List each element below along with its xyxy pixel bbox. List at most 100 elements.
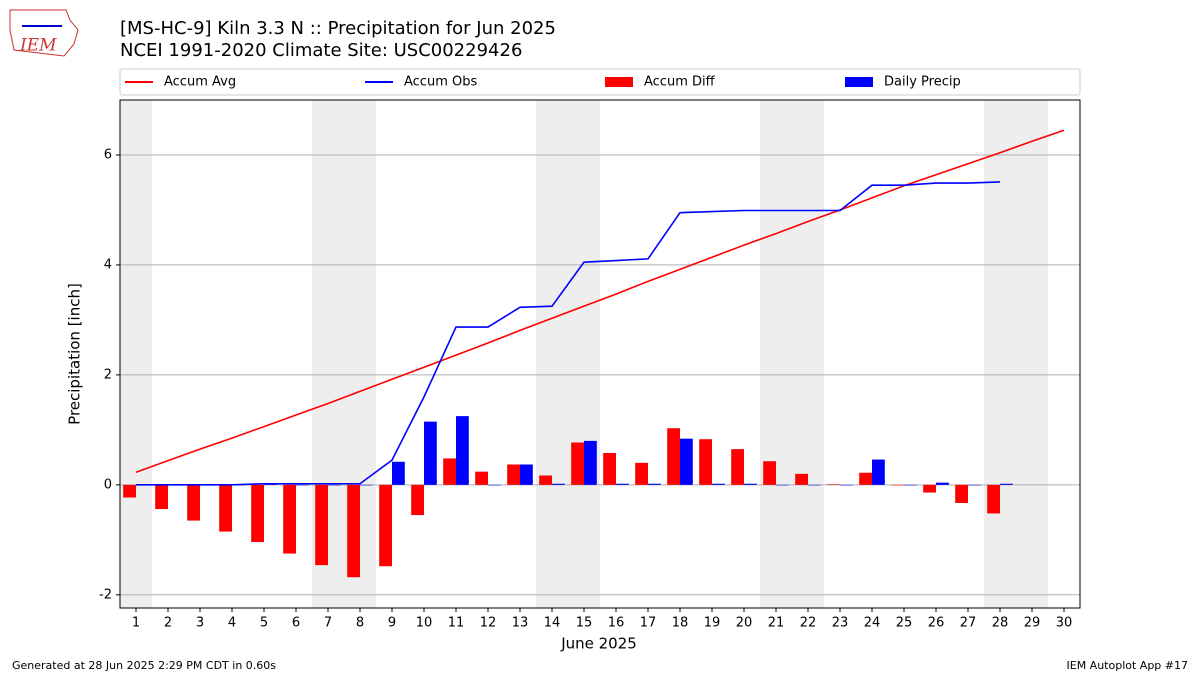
bar — [635, 462, 648, 485]
bar — [840, 484, 853, 486]
bar — [360, 484, 373, 486]
bar — [187, 484, 200, 521]
legend-label: Daily Precip — [884, 75, 961, 90]
y-tick-label: 4 — [104, 257, 112, 272]
x-tick-label: 28 — [992, 616, 1009, 631]
bar — [507, 464, 520, 485]
bar — [315, 484, 328, 566]
legend-label: Accum Obs — [404, 75, 477, 90]
weekend-shade — [120, 100, 152, 608]
bar — [731, 449, 744, 485]
x-tick-label: 15 — [576, 616, 593, 631]
x-tick-label: 18 — [672, 616, 689, 631]
bar — [1000, 483, 1013, 485]
y-tick-label: 6 — [104, 147, 112, 162]
bar — [283, 484, 296, 554]
bar — [923, 484, 936, 493]
bar — [552, 483, 565, 485]
x-tick-label: 3 — [196, 616, 204, 631]
x-tick-label: 4 — [228, 616, 236, 631]
bar — [968, 484, 981, 486]
chart-subtitle: NCEI 1991-2020 Climate Site: USC00229426 — [120, 40, 522, 61]
legend-label: Accum Diff — [644, 75, 716, 90]
bar — [904, 484, 917, 486]
bar — [680, 438, 693, 485]
footer-right: IEM Autoplot App #17 — [1067, 659, 1189, 672]
weekend-shade — [792, 100, 824, 608]
bar — [744, 483, 757, 485]
bar — [667, 428, 680, 485]
logo-text: IEM — [19, 36, 57, 56]
bar — [520, 464, 533, 485]
bar — [443, 458, 456, 485]
bar — [424, 421, 437, 485]
plot-frame — [119, 99, 1081, 609]
weekend-shade — [568, 100, 600, 608]
bar — [827, 484, 840, 485]
bar — [456, 416, 469, 485]
x-tick-label: 7 — [324, 616, 332, 631]
bar — [219, 484, 232, 532]
x-tick-label: 6 — [292, 616, 300, 631]
bar — [584, 440, 597, 485]
y-tick-label: 0 — [104, 477, 112, 492]
bar — [392, 461, 405, 485]
bar — [891, 484, 904, 486]
legend — [119, 68, 1081, 96]
x-tick-label: 13 — [512, 616, 529, 631]
x-tick-label: 5 — [260, 616, 268, 631]
x-tick-label: 24 — [864, 616, 881, 631]
y-tick-label: -2 — [99, 587, 112, 602]
bar — [571, 442, 584, 485]
bar — [488, 484, 501, 486]
bar — [712, 483, 725, 485]
chart-title: [MS-HC-9] Kiln 3.3 N :: Precipitation fo… — [120, 18, 556, 39]
x-tick-label: 21 — [768, 616, 785, 631]
weekend-shade — [760, 100, 792, 608]
bar — [872, 459, 885, 485]
bar — [539, 475, 552, 485]
legend-swatch — [845, 77, 873, 87]
bar — [328, 484, 341, 486]
x-tick-label: 25 — [896, 616, 913, 631]
x-tick-label: 30 — [1056, 616, 1073, 631]
bar — [776, 484, 789, 486]
logo-outline — [9, 9, 79, 57]
y-axis-label: Precipitation [inch] — [66, 283, 84, 425]
x-tick-label: 26 — [928, 616, 945, 631]
x-tick-label: 29 — [1024, 616, 1041, 631]
x-tick-label: 8 — [356, 616, 364, 631]
logo: IEM — [9, 9, 79, 57]
bar — [123, 484, 136, 498]
weekend-shade — [1016, 100, 1048, 608]
x-tick-label: 11 — [448, 616, 465, 631]
x-tick-label: 14 — [544, 616, 561, 631]
footer-left: Generated at 28 Jun 2025 2:29 PM CDT in … — [12, 659, 276, 672]
x-axis-label: June 2025 — [560, 635, 637, 653]
x-tick-label: 23 — [832, 616, 849, 631]
line — [135, 129, 1065, 473]
line — [136, 181, 1001, 486]
x-tick-label: 27 — [960, 616, 977, 631]
bar — [379, 484, 392, 567]
weekend-shade — [536, 100, 568, 608]
x-tick-label: 1 — [132, 616, 140, 631]
x-tick-label: 20 — [736, 616, 753, 631]
bar — [475, 471, 488, 485]
bar — [603, 452, 616, 485]
x-tick-label: 22 — [800, 616, 817, 631]
legend-swatch — [605, 77, 633, 87]
x-tick-label: 9 — [388, 616, 396, 631]
bar — [347, 484, 360, 578]
x-tick-label: 10 — [416, 616, 433, 631]
weekend-shade — [984, 100, 1016, 608]
bar — [648, 483, 661, 485]
y-tick-label: 2 — [104, 367, 112, 382]
bar — [795, 473, 808, 485]
bar — [936, 482, 949, 485]
x-tick-label: 12 — [480, 616, 497, 631]
bar — [616, 483, 629, 485]
bar — [296, 484, 309, 486]
bar — [987, 484, 1000, 514]
